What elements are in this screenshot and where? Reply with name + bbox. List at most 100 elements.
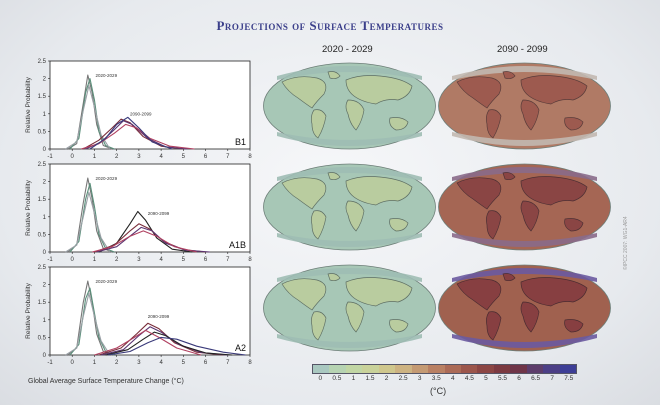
colorbar-tick-label: 7.5 — [564, 375, 574, 382]
colorbar-tick-label: 6.5 — [531, 375, 541, 382]
colorbar-tick-label: 4.5 — [464, 375, 474, 382]
polar-band — [277, 66, 422, 80]
x-tick-label: 2 — [115, 154, 119, 160]
x-tick-label: 4 — [159, 154, 163, 160]
y-tick-label: 0 — [43, 147, 47, 153]
continent-shape — [485, 311, 502, 341]
map-a1b-2020 — [262, 163, 437, 251]
x-tick-label: 4 — [159, 360, 163, 366]
series-line — [92, 230, 197, 253]
continent-shape — [345, 200, 365, 232]
colorbar-tick-label: 7 — [550, 375, 554, 382]
x-tick-label: 7 — [226, 257, 230, 263]
series-line — [69, 182, 115, 253]
colorbar-tick-label: 3 — [417, 375, 422, 382]
polar-band — [277, 233, 422, 247]
x-tick-label: 3 — [137, 257, 141, 263]
series-line — [105, 331, 233, 356]
y-tick-label: 1 — [43, 112, 47, 118]
colorbar-swatch — [395, 365, 412, 373]
x-axis-title: Global Average Surface Temperature Chang… — [28, 378, 184, 385]
continent-shape — [485, 109, 502, 139]
y-tick-label: 1.5 — [38, 197, 47, 203]
polar-band — [277, 268, 422, 282]
figure-credit: ©IPCC 2007: WG1-AR4 — [623, 216, 629, 270]
polar-band — [277, 132, 422, 146]
continent-shape — [345, 75, 413, 105]
y-tick-label: 2 — [43, 77, 47, 83]
continent-shape — [389, 117, 409, 131]
colorbar-swatch — [543, 365, 560, 373]
colorbar-tick-label: 0 — [318, 375, 323, 382]
continent-shape — [456, 278, 502, 311]
y-axis-title: Relative Probability — [25, 76, 32, 132]
y-axis-title: Relative Probability — [25, 282, 32, 338]
continent-shape — [520, 301, 540, 333]
y-tick-label: 1.5 — [38, 94, 47, 100]
continent-shape — [281, 177, 327, 210]
y-tick-label: 2 — [43, 180, 47, 186]
x-tick-label: 5 — [182, 360, 186, 366]
colorbar-tick-label: 1 — [351, 375, 356, 382]
world-map-a2-2020 — [263, 264, 436, 352]
continent-shape — [310, 311, 327, 341]
x-tick-label: -1 — [47, 360, 53, 366]
x-tick-label: 6 — [204, 257, 208, 263]
continent-shape — [520, 200, 540, 232]
series-line — [80, 123, 195, 150]
y-tick-label: 2.5 — [38, 162, 47, 168]
polar-band — [277, 167, 422, 181]
plot-area — [49, 60, 251, 150]
colorbar-tick-label: 5.5 — [497, 375, 507, 382]
x-tick-label: 8 — [248, 257, 252, 263]
x-tick-label: 6 — [204, 154, 208, 160]
colorbar-swatch — [526, 365, 544, 373]
continent-shape — [564, 319, 584, 333]
annotation-near-term: 2020-2029 — [96, 279, 118, 284]
colorbar-tick-label: 2.5 — [398, 375, 408, 382]
continent-shape — [520, 99, 540, 131]
x-tick-label: 2 — [115, 360, 119, 366]
polar-band — [452, 66, 597, 80]
series-line — [69, 78, 115, 150]
colorbar-tick-label: 1.5 — [365, 375, 375, 382]
colorbar-tick-label: 5 — [484, 375, 488, 382]
x-tick-label: -1 — [47, 257, 53, 263]
x-tick-label: 3 — [137, 360, 141, 366]
world-map-a1b-2020 — [263, 163, 436, 251]
temperature-colorbar — [312, 364, 577, 374]
world-map-b1-2090 — [438, 62, 611, 150]
x-tick-label: 0 — [71, 257, 75, 263]
colorbar-swatch — [477, 365, 494, 373]
continent-shape — [310, 210, 327, 240]
continent-shape — [327, 71, 341, 80]
continent-shape — [310, 109, 327, 139]
series-line — [98, 322, 224, 356]
map-b1-2020 — [262, 62, 437, 150]
slide-title: Projections of Surface Temperatures — [216, 18, 444, 33]
continent-shape — [502, 71, 516, 80]
continent-shape — [456, 76, 502, 109]
map-a1b-2090 — [437, 163, 612, 251]
colorbar-swatch — [362, 365, 379, 373]
y-tick-label: 2.5 — [38, 59, 47, 65]
colorbar-swatch — [444, 365, 461, 373]
annotation-near-term: 2020-2029 — [96, 73, 118, 78]
probability-chart-a1b: 0 0.5 1 1.5 2 2.5 -1 0 1 2 3 4 5 6 7 8 Relative Probabil… — [20, 158, 260, 263]
polar-band — [452, 132, 597, 146]
continent-shape — [520, 176, 588, 206]
colorbar-swatch — [329, 365, 346, 373]
continent-shape — [502, 172, 516, 181]
continent-shape — [327, 172, 341, 181]
x-tick-label: -1 — [47, 154, 53, 160]
y-tick-label: 0 — [43, 353, 47, 359]
series-line — [100, 326, 228, 356]
y-tick-label: 1 — [43, 318, 47, 324]
world-map-a2-2090 — [438, 264, 611, 352]
x-tick-label: 8 — [248, 154, 252, 160]
scenario-label: B1 — [235, 137, 246, 147]
colorbar-swatch — [493, 365, 511, 373]
